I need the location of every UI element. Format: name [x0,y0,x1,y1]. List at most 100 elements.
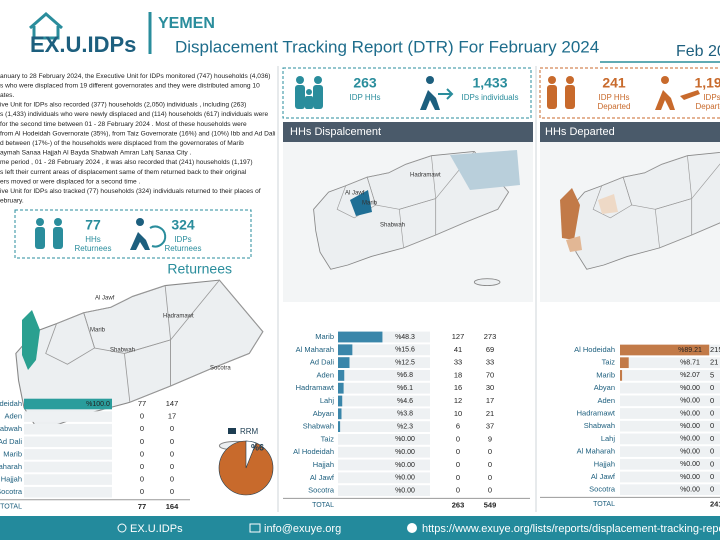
stat-label: Returnees [165,244,202,253]
stat-label: Departed [598,102,631,111]
row-name: Hadramawt [577,408,616,417]
row-percent: %100.0 [86,401,110,408]
section-bar [540,122,720,142]
row-ind: 0 [488,486,492,495]
summary-line: ers moved or were displaced for a second… [0,178,141,185]
row-hhs: 0 [710,421,714,430]
family-icon [547,76,575,109]
row-percent: %0.00 [395,487,415,494]
row-hhs: 0 [456,447,460,456]
section-heading: HHs Dispalcement [290,126,381,138]
row-name: Al Maharah [296,345,334,354]
row-percent: %89.21 [678,347,702,354]
row-name: Aden [316,370,334,379]
stat-label: IDPs individuals [462,93,519,102]
mail-icon [249,523,261,533]
return-icon [130,218,167,250]
row-background [620,420,720,432]
row-name: Shabwah [303,422,334,431]
percent-bar [338,344,353,356]
section-bar [283,122,533,142]
percent-bar [338,370,345,381]
footer-email[interactable]: info@exuye.org [264,523,341,535]
summary-line: s who were displaced from 19 different g… [0,82,260,89]
row-background [338,357,430,368]
map-highlight [560,188,580,240]
row-hhs: 0 [456,486,460,495]
row-name: Lahj [601,434,616,443]
header [0,0,720,64]
stats-box [282,67,532,119]
row-hhs: 215 [710,345,720,354]
row-hhs: 21 [710,358,718,367]
row-name: Marib [3,449,22,458]
row-name: Taiz [321,434,335,443]
legend-swatch [228,428,236,434]
row-name: Abyan [313,409,334,418]
country: YEMEN [158,15,215,32]
globe-icon [407,523,417,533]
row-background [24,411,112,422]
row-hhs: 0 [456,434,460,443]
row-background [338,382,430,394]
row-percent: %0.00 [395,449,415,456]
stats-box [539,67,720,119]
row-name: Ad Dali [310,358,335,367]
row-hhs: 0 [710,383,714,392]
row-percent: %6.8 [397,372,413,379]
row-ind: 17 [168,412,176,421]
row-hhs: 0 [710,459,714,468]
row-hhs: 127 [452,332,465,341]
total-label: TOTAL [312,502,334,509]
row-hhs: 0 [710,434,714,443]
row-ind: 0 [488,447,492,456]
row-hhs: 0 [140,475,144,484]
summary-line: ebruary. [0,198,24,205]
row-ind: 0 [170,449,174,458]
family-icon [295,76,323,109]
row-name: Shabwah [0,424,22,433]
percent-bar [338,331,383,343]
row-percent: %2.07 [680,372,700,379]
row-ind: 37 [486,422,494,431]
row-ind: 0 [170,437,174,446]
row-background [620,471,720,483]
row-hhs: 0 [140,487,144,496]
row-background [338,344,430,356]
total-hhs: 77 [138,502,146,511]
row-name: Al Maharah [577,447,615,456]
map-highlight [350,190,372,216]
stat-value: 1,197 [694,75,720,91]
row-background [620,484,720,496]
pie-slice [245,440,257,469]
row-hhs: 0 [140,412,144,421]
row-ind: 0 [170,487,174,496]
row-percent: %15.6 [395,347,415,354]
footer-brand[interactable]: EX.U.IDPs [130,523,183,535]
row-name: Marib [596,370,615,379]
row-name: Socotra [0,487,23,496]
row-name: Ad Dali [0,437,22,446]
map-label: Socotra [210,366,231,372]
row-percent: %4.6 [397,398,413,405]
row-name: Aden [597,396,615,405]
report-title: Displacement Tracking Report (DTR) For F… [175,37,599,56]
map-label: Hadramawt [410,173,441,179]
report-date: Feb 20 [676,43,720,60]
row-name: Hajjah [313,460,334,469]
footer [0,516,720,540]
row-ind: 69 [486,345,494,354]
row-name: Lahj [320,396,335,405]
row-background [338,331,430,343]
summary-line: anuary to 28 February 2024, the Executiv… [0,73,271,80]
row-hhs: 16 [454,383,462,392]
row-background [338,446,430,458]
row-percent: %0.00 [680,461,700,468]
row-ind: 33 [486,358,494,367]
row-hhs: 0 [140,462,144,471]
logo-icon [29,12,63,40]
row-percent: %0.00 [395,436,415,443]
footer-url[interactable]: https://www.exuye.org/lists/reports/disp… [422,523,720,535]
